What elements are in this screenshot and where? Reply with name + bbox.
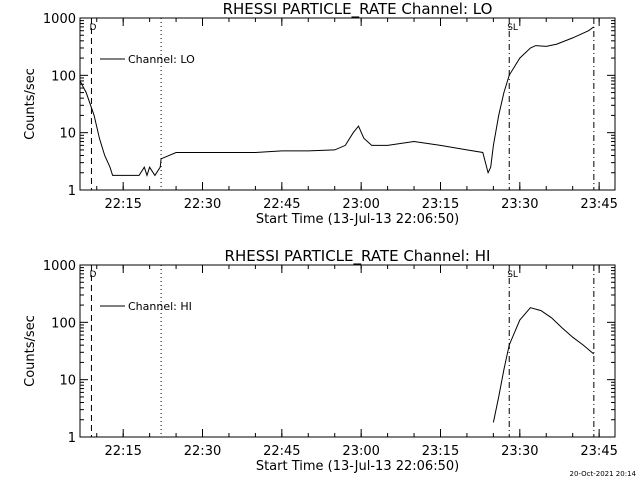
y-tick-label: 100 (51, 69, 76, 84)
timestamp-footer: 20-Oct-2021 20:14 (569, 470, 636, 478)
chart-panel-1: RHESSI PARTICLE_RATE Channel: LO Start Ti… (23, 0, 618, 227)
y-tick-label: 10 (59, 374, 76, 389)
series-line (79, 26, 595, 178)
chart-title: RHESSI PARTICLE_RATE Channel: LO (223, 0, 493, 19)
x-tick-label: 23:30 (501, 197, 538, 212)
x-tick-label: 23:45 (580, 197, 617, 212)
x-tick-label: 23:15 (422, 444, 459, 459)
x-tick-label: 22:45 (263, 197, 300, 212)
plot-frame (79, 17, 616, 191)
event-marker-label: SL (507, 23, 518, 33)
x-tick-label: 22:30 (184, 444, 221, 459)
y-tick-label: 1000 (43, 259, 76, 274)
y-tick-label: 1000 (43, 12, 76, 27)
x-axis-label: Start Time (13-Jul-13 22:06:50) (256, 459, 459, 474)
x-tick-label: 23:30 (501, 444, 538, 459)
x-tick-label: 22:15 (104, 197, 141, 212)
x-tick-label: 23:15 (422, 197, 459, 212)
chart-panel-2: RHESSI PARTICLE_RATE Channel: HI Start Ti… (23, 247, 618, 474)
x-tick-label: 23:00 (342, 197, 379, 212)
legend-label: Channel: HI (128, 300, 192, 313)
event-marker-label: SL (507, 270, 518, 280)
legend-label: Channel: LO (128, 53, 195, 66)
x-tick-label: 22:45 (263, 444, 300, 459)
y-axis-label: Counts/sec (23, 68, 38, 140)
y-tick-label: 1 (68, 184, 76, 199)
y-tick-label: 10 (59, 127, 76, 142)
y-axis-label: Counts/sec (23, 315, 38, 387)
x-tick-label: 23:45 (580, 444, 617, 459)
event-marker-label: D (89, 270, 96, 280)
y-tick-label: 1 (68, 431, 76, 446)
event-marker-label: D (89, 23, 96, 33)
y-tick-label: 100 (51, 316, 76, 331)
chart-title: RHESSI PARTICLE_RATE Channel: HI (225, 247, 491, 266)
x-tick-label: 22:15 (104, 444, 141, 459)
x-tick-label: 23:00 (342, 444, 379, 459)
series-line (492, 307, 595, 423)
x-tick-label: 22:30 (184, 197, 221, 212)
plot-frame (79, 264, 616, 438)
x-axis-label: Start Time (13-Jul-13 22:06:50) (256, 212, 459, 227)
